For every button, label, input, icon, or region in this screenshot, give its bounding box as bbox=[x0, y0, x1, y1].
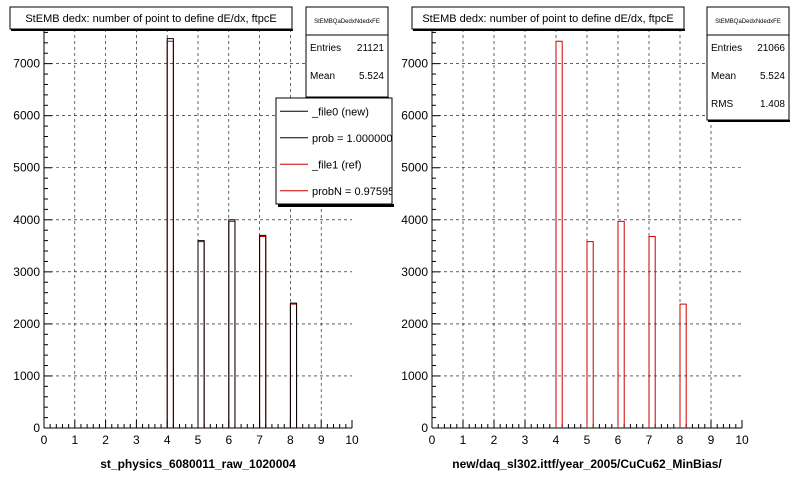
x-tick-label: 3 bbox=[522, 433, 529, 447]
stats-value: 21066 bbox=[757, 43, 785, 54]
x-tick-label: 2 bbox=[491, 433, 498, 447]
y-tick-label: 2000 bbox=[401, 317, 428, 331]
stats-label: Entries bbox=[711, 43, 742, 54]
histogram-bar bbox=[289, 302, 298, 428]
y-tick-label: 4000 bbox=[401, 213, 428, 227]
stats-value: 21121 bbox=[357, 43, 385, 54]
histogram-bar bbox=[259, 234, 267, 428]
histogram-bar bbox=[679, 303, 687, 428]
y-tick-label: 5000 bbox=[13, 161, 40, 175]
y-tick-label: 1000 bbox=[401, 369, 428, 383]
histogram-bar bbox=[228, 220, 236, 428]
title-box-shadow bbox=[11, 29, 293, 31]
histogram-bar bbox=[648, 235, 656, 428]
y-tick-label: 6000 bbox=[13, 109, 40, 123]
x-tick-label: 3 bbox=[133, 433, 140, 447]
stats-label: RMS bbox=[711, 99, 734, 110]
legend-entry: _file1 (ref) bbox=[311, 159, 362, 171]
y-tick-label: 6000 bbox=[401, 109, 428, 123]
chart-title: StEMB dedx: number of point to define dE… bbox=[422, 13, 673, 25]
stats-label: Mean bbox=[711, 71, 736, 82]
y-tick-label: 2000 bbox=[13, 317, 40, 331]
y-tick-label: 0 bbox=[33, 421, 40, 435]
x-tick-label: 1 bbox=[460, 433, 467, 447]
x-tick-label: 8 bbox=[287, 433, 294, 447]
stats-name: StEMBQaDedxNdedxFE bbox=[314, 19, 380, 25]
histogram-bar bbox=[289, 303, 298, 428]
legend-entry: probN = 0.97595 bbox=[312, 186, 394, 198]
x-tick-label: 6 bbox=[225, 433, 232, 447]
histogram-bar bbox=[259, 235, 267, 428]
histogram-bar bbox=[197, 241, 205, 428]
title-box-shadow bbox=[413, 29, 685, 31]
histogram-bar bbox=[555, 40, 563, 428]
x-axis-title: st_physics_6080011_raw_1020004 bbox=[100, 457, 296, 471]
y-tick-label: 7000 bbox=[13, 57, 40, 71]
stats-value: 5.524 bbox=[359, 71, 384, 82]
x-axis-title: new/daq_sl302.ittf/year_2005/CuCu62_MinB… bbox=[452, 457, 722, 471]
stats-box bbox=[706, 6, 790, 121]
x-tick-label: 10 bbox=[735, 433, 749, 447]
histogram-bar bbox=[197, 240, 205, 428]
histogram-bar bbox=[586, 241, 594, 428]
histogram-bar bbox=[166, 38, 174, 428]
stats-label: Mean bbox=[310, 71, 335, 82]
chart-panel-1: 0 1 2 3 4 5 6 7 8 9 10 0 1000 2000 3000 4000 5000 6000 700… bbox=[9, 6, 394, 471]
chart-title: StEMB dedx: number of point to define dE… bbox=[25, 13, 276, 25]
x-tick-label: 9 bbox=[318, 433, 325, 447]
x-tick-label: 5 bbox=[584, 433, 591, 447]
histogram-bar bbox=[166, 40, 174, 428]
x-tick-label: 10 bbox=[345, 433, 359, 447]
x-tick-label: 5 bbox=[195, 433, 202, 447]
y-tick-label: 5000 bbox=[401, 161, 428, 175]
histogram-bar bbox=[617, 220, 625, 428]
legend-box-shadow bbox=[278, 204, 394, 207]
stats-value: 5.524 bbox=[760, 71, 785, 82]
y-tick-label: 3000 bbox=[13, 265, 40, 279]
y-tick-label: 7000 bbox=[401, 57, 428, 71]
stats-name: StEMBQaDedxNdedxFE bbox=[715, 19, 781, 25]
x-tick-label: 6 bbox=[615, 433, 622, 447]
x-tick-label: 7 bbox=[646, 433, 653, 447]
y-tick-label: 3000 bbox=[401, 265, 428, 279]
y-tick-label: 0 bbox=[421, 421, 428, 435]
x-tick-label: 4 bbox=[164, 433, 171, 447]
histogram-bar bbox=[228, 219, 236, 428]
legend-entry: _file0 (new) bbox=[311, 106, 369, 118]
stats-label: Entries bbox=[310, 43, 341, 54]
legend-entry: prob = 1.000000 bbox=[312, 133, 392, 145]
stats-box-shadow bbox=[708, 120, 790, 122]
x-tick-label: 9 bbox=[708, 433, 715, 447]
legend-content: _file0 (new) prob = 1.000000 _file1 (ref) p… bbox=[280, 106, 394, 198]
x-tick-label: 0 bbox=[41, 433, 48, 447]
x-tick-label: 4 bbox=[553, 433, 560, 447]
y-tick-label: 4000 bbox=[13, 213, 40, 227]
x-tick-label: 0 bbox=[429, 433, 436, 447]
legend-box bbox=[275, 97, 393, 205]
x-tick-label: 2 bbox=[102, 433, 109, 447]
x-tick-label: 8 bbox=[677, 433, 684, 447]
x-tick-label: 7 bbox=[256, 433, 263, 447]
stats-box bbox=[305, 6, 389, 98]
chart-panel-2: 0 1 2 3 4 5 6 7 8 9 10 0 1000 2000 3000 4000 5000 6000 700… bbox=[401, 6, 790, 471]
y-tick-label: 1000 bbox=[13, 369, 40, 383]
x-tick-label: 1 bbox=[71, 433, 78, 447]
stats-value: 1.408 bbox=[760, 99, 785, 110]
